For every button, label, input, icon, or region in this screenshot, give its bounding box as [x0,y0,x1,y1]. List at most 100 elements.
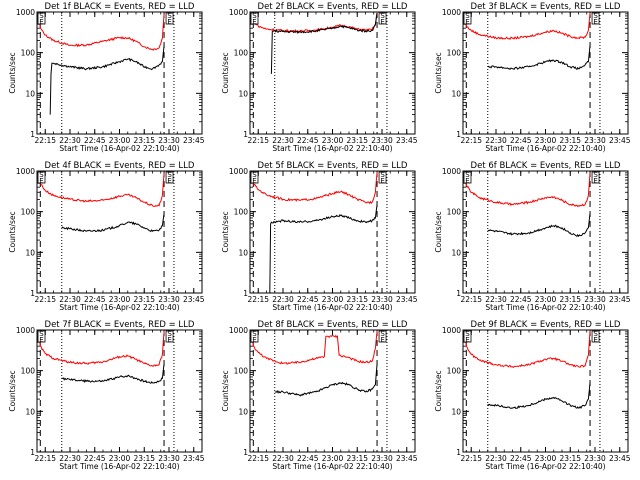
x-tick-label: 23:00 [535,136,557,145]
y-tick-label: 100 [234,367,249,376]
events-series-line [61,213,165,233]
lld-series-line [464,330,591,369]
x-tick-label: 23:15 [133,454,155,463]
marker-box [591,12,600,25]
x-tick-label: 23:45 [609,136,631,145]
marker-box [463,330,472,343]
end-marker-label: E [465,18,469,26]
start-marker-label: S [167,330,172,338]
x-tick-label: 23:15 [559,136,581,145]
marker-box [378,330,387,343]
x-tick-label: 23:00 [322,136,344,145]
x-tick-label: 23:00 [109,454,131,463]
y-tick-label: 1000 [16,326,35,335]
y-tick-label: 100 [234,208,249,217]
marker-box [463,171,472,184]
panel-title: Det 9f BLACK = Events, RED = LLD [471,320,621,330]
y-axis-label: Counts/sec [221,370,230,411]
y-tick-label: 10 [238,248,248,257]
x-tick-label: 23:45 [183,295,205,304]
y-tick-label: 100 [21,208,36,217]
x-tick-label: 23:30 [584,454,606,463]
end-marker-label: E [167,18,171,26]
marker-box [378,12,387,25]
x-tick-label: 22:30 [59,136,81,145]
panel-title: Det 1f BLACK = Events, RED = LLD [45,2,195,12]
y-axis-label: Counts/sec [8,211,17,252]
y-tick-label: 1 [456,448,461,457]
y-tick-label: 10 [451,89,461,98]
events-series-line [487,382,591,409]
x-tick-label: 22:30 [272,454,294,463]
x-tick-label: 23:15 [346,454,368,463]
start-marker-label: S [39,12,44,20]
end-marker-label: E [593,336,597,344]
start-marker-label: S [593,171,598,179]
x-axis-label: Start Time (16-Apr-02 22:10:40) [272,462,392,471]
events-series-line [274,363,378,397]
x-tick-label: 22:30 [59,295,81,304]
x-axis-label: Start Time (16-Apr-02 22:10:40) [59,462,179,471]
x-tick-label: 23:15 [559,295,581,304]
y-tick-label: 100 [21,49,36,58]
x-tick-label: 22:30 [272,295,294,304]
x-tick-label: 23:00 [535,295,557,304]
end-marker-label: E [593,18,597,26]
y-axis-label: Counts/sec [221,211,230,252]
start-marker-label: S [593,330,598,338]
start-marker-label: S [252,330,257,338]
x-tick-label: 22:15 [460,454,482,463]
lld-series-line [251,171,378,205]
x-tick-label: 23:15 [346,295,368,304]
end-marker-label: E [39,177,43,185]
y-tick-label: 1000 [442,8,461,17]
x-axis-label: Start Time (16-Apr-02 22:10:40) [59,303,179,312]
y-axis-label: Counts/sec [221,52,230,93]
start-marker-label: S [252,171,257,179]
start-marker-label: S [465,12,470,20]
x-tick-label: 22:45 [297,136,319,145]
x-tick-label: 23:45 [609,454,631,463]
y-tick-label: 10 [451,248,461,257]
y-tick-label: 1000 [16,167,35,176]
lld-series-line [251,330,378,365]
panel-title: Det 6f BLACK = Events, RED = LLD [471,161,621,171]
x-tick-label: 22:15 [460,136,482,145]
y-tick-label: 10 [238,407,248,416]
y-tick-label: 10 [25,407,35,416]
detector-panel: Det 6f BLACK = Events, RED = LLD 1 10 100 10… [434,161,631,312]
y-tick-label: 1000 [442,326,461,335]
x-tick-label: 23:45 [609,295,631,304]
start-marker-label: S [380,171,385,179]
x-tick-label: 23:30 [158,454,180,463]
end-marker-label: E [167,177,171,185]
x-tick-label: 23:15 [133,136,155,145]
x-tick-label: 23:45 [183,136,205,145]
panel-title: Det 7f BLACK = Events, RED = LLD [45,320,195,330]
end-marker-label: E [465,336,469,344]
panel-title: Det 2f BLACK = Events, RED = LLD [258,2,408,12]
y-tick-label: 1 [456,130,461,139]
panel-title: Det 8f BLACK = Events, RED = LLD [258,320,408,330]
y-axis-label: Counts/sec [434,370,443,411]
end-marker-label: E [39,18,43,26]
start-marker-label: S [167,12,172,20]
y-tick-label: 1000 [229,8,248,17]
lld-series-line [464,172,591,208]
events-series-line [487,45,591,71]
y-tick-label: 1 [456,289,461,298]
end-marker-label: E [252,18,256,26]
x-tick-label: 23:30 [158,136,180,145]
marker-box [591,171,600,184]
x-tick-label: 22:15 [247,454,269,463]
x-tick-label: 22:45 [297,295,319,304]
start-marker-label: S [252,12,257,20]
x-tick-label: 22:15 [34,295,56,304]
x-axis-label: Start Time (16-Apr-02 22:10:40) [485,144,605,153]
x-tick-label: 22:45 [84,136,106,145]
end-marker-label: E [39,336,43,344]
x-tick-label: 22:45 [510,295,532,304]
x-tick-label: 23:15 [133,295,155,304]
y-tick-label: 100 [21,367,36,376]
x-tick-label: 22:15 [460,295,482,304]
